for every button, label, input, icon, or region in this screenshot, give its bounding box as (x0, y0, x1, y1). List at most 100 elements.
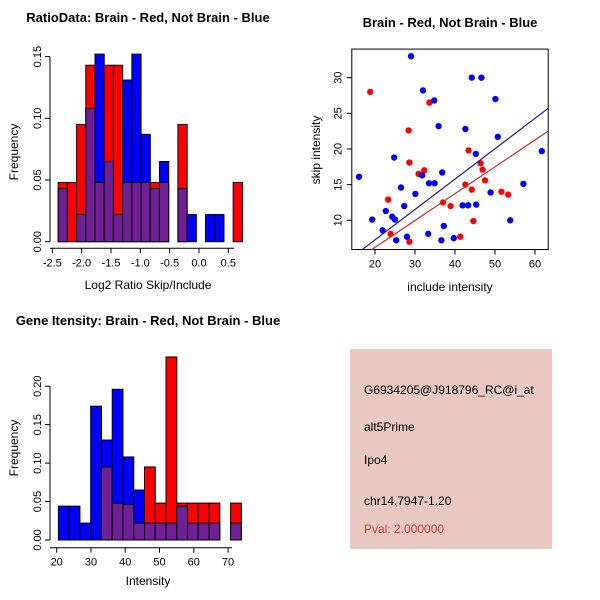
scatter-point-not-brain (438, 237, 445, 244)
x-axis-label: Intensity (126, 574, 171, 588)
x-tick-label: 50 (153, 557, 165, 569)
scatter-point-brain (470, 217, 477, 225)
x-axis-label: Log2 Ratio Skip/Include (85, 278, 212, 292)
scatter-point-not-brain (472, 150, 479, 158)
chromosome-location-text: chr14.7947-1.20 (364, 494, 452, 508)
scatter-point-not-brain (538, 147, 545, 155)
histogram-bar-overlap (177, 188, 188, 243)
scatter-point-brain (447, 202, 454, 210)
scatter-point-brain (479, 166, 486, 173)
scatter-point-not-brain (369, 216, 376, 223)
histogram-bar-red (66, 181, 78, 243)
histogram-bar-overlap (165, 522, 178, 541)
scatter-point-not-brain (393, 237, 400, 244)
scatter-point-brain (505, 191, 512, 198)
y-tick-label: 20 (333, 143, 345, 155)
scatter-point-brain (468, 186, 475, 193)
histogram-bar-overlap (112, 214, 124, 243)
scatter-point-not-brain (439, 169, 446, 176)
y-tick-label: 0.15 (32, 46, 44, 67)
histogram-bar-overlap (76, 214, 87, 243)
x-tick-label: 0.0 (191, 257, 206, 269)
x-tick-label: 60 (529, 259, 541, 271)
scatter-point-not-brain (494, 133, 501, 141)
scatter-point-not-brain (355, 173, 363, 180)
x-tick-label: 30 (85, 557, 97, 569)
scatter-point-not-brain (462, 125, 469, 133)
x-axis-label: include intensity (407, 280, 492, 294)
histogram-bar-overlap (94, 181, 105, 243)
ratio-histogram-panel: -2.5 -2.0 -1.5 -1.0 -0.5 0.0 0.5 0.00 0.05 0.10 0.… (7, 10, 270, 292)
scatter-point-not-brain (419, 87, 427, 94)
x-tick-label: 30 (409, 259, 421, 271)
scatter-point-brain (405, 127, 412, 134)
x-tick-label: -1.0 (131, 257, 150, 269)
histogram-bar-overlap (149, 188, 160, 243)
scatter-plot-panel: 20 30 40 50 60 10 15 20 25 30 Brain - Red, Not Bra… (309, 15, 549, 294)
scatter-point-not-brain (440, 222, 447, 230)
scatter-point-not-brain (403, 233, 411, 240)
scatter-point-brain (385, 196, 392, 203)
x-tick-label: 40 (119, 557, 131, 569)
x-tick-label: 20 (369, 259, 381, 271)
scatter-point-not-brain (487, 189, 494, 196)
y-tick-label: 30 (333, 72, 345, 84)
scatter-point-brain (367, 88, 374, 96)
histogram-bar-overlap (103, 160, 114, 243)
probe-id-text: G6934205@J918796_RC@i_at (364, 383, 534, 397)
gene-intensity-histogram-panel: 20 30 40 50 60 70 0.00 0.05 0.10 0.15 0.20 Gene Ite… (7, 313, 280, 588)
scatter-point-not-brain (473, 201, 480, 208)
scatter-point-not-brain (382, 207, 389, 215)
scatter-point-brain (421, 167, 428, 174)
x-tick-label: -2.5 (43, 257, 62, 269)
histogram-bar-overlap (154, 522, 167, 541)
scatter-point-not-brain (468, 74, 475, 81)
scatter-point-not-brain (435, 122, 442, 130)
histogram-bar-overlap (176, 505, 189, 541)
x-tick-label: -1.5 (101, 257, 120, 269)
splice-type-text: alt5Prime (364, 420, 415, 434)
scatter-point-brain (465, 147, 472, 154)
y-tick-label: 0.00 (32, 231, 44, 252)
y-tick-label: 15 (333, 179, 345, 191)
histogram-bar-red (232, 181, 243, 243)
scatter-point-not-brain (425, 230, 432, 238)
histogram-bar-overlap (133, 522, 145, 541)
x-tick-label: 50 (489, 259, 501, 271)
scatter-point-not-brain (389, 213, 396, 220)
scatter-point-not-brain (419, 172, 426, 179)
pval-text: Pval: 2.000000 (364, 522, 445, 536)
y-axis-label: skip intensity (309, 116, 323, 185)
scatter-point-not-brain (397, 184, 405, 191)
y-tick-label: 10 (333, 214, 345, 226)
histogram-bar-blue (68, 505, 81, 541)
scatter-point-brain (481, 177, 489, 184)
chart-title: Brain - Red, Not Brain - Blue (363, 15, 538, 30)
x-tick-label: 40 (449, 259, 461, 271)
scatter-point-brain (406, 159, 413, 166)
info-panel: G6934205@J918796_RC@i_at alt5Prime Ipo4 … (350, 349, 552, 549)
brain-fit-line (371, 130, 549, 251)
histogram-bar-overlap (158, 181, 170, 243)
x-tick-label: 20 (51, 557, 63, 569)
x-tick-label: -0.5 (160, 257, 179, 269)
chart-title: Gene Itensity: Brain - Red, Not Brain - … (16, 313, 280, 328)
histogram-bar-overlap (187, 522, 199, 541)
scatter-point-brain (426, 99, 433, 106)
y-tick-label: 0.15 (32, 414, 44, 435)
histogram-bar-blue (205, 214, 216, 243)
plot-box (351, 48, 549, 251)
histogram-bar-blue (57, 505, 70, 541)
chart-title: RatioData: Brain - Red, Not Brain - Blue (26, 10, 269, 25)
histogram-bar-overlap (131, 181, 142, 243)
scatter-point-brain (457, 233, 464, 240)
scatter-point-not-brain (425, 180, 433, 187)
y-tick-label: 25 (333, 107, 345, 119)
scatter-point-not-brain (412, 190, 419, 198)
y-tick-label: 0.05 (32, 491, 44, 512)
scatter-point-not-brain (465, 202, 472, 209)
histogram-bar-overlap (111, 502, 124, 541)
scatter-point-not-brain (459, 202, 466, 209)
histogram-bar-overlap (143, 522, 156, 541)
